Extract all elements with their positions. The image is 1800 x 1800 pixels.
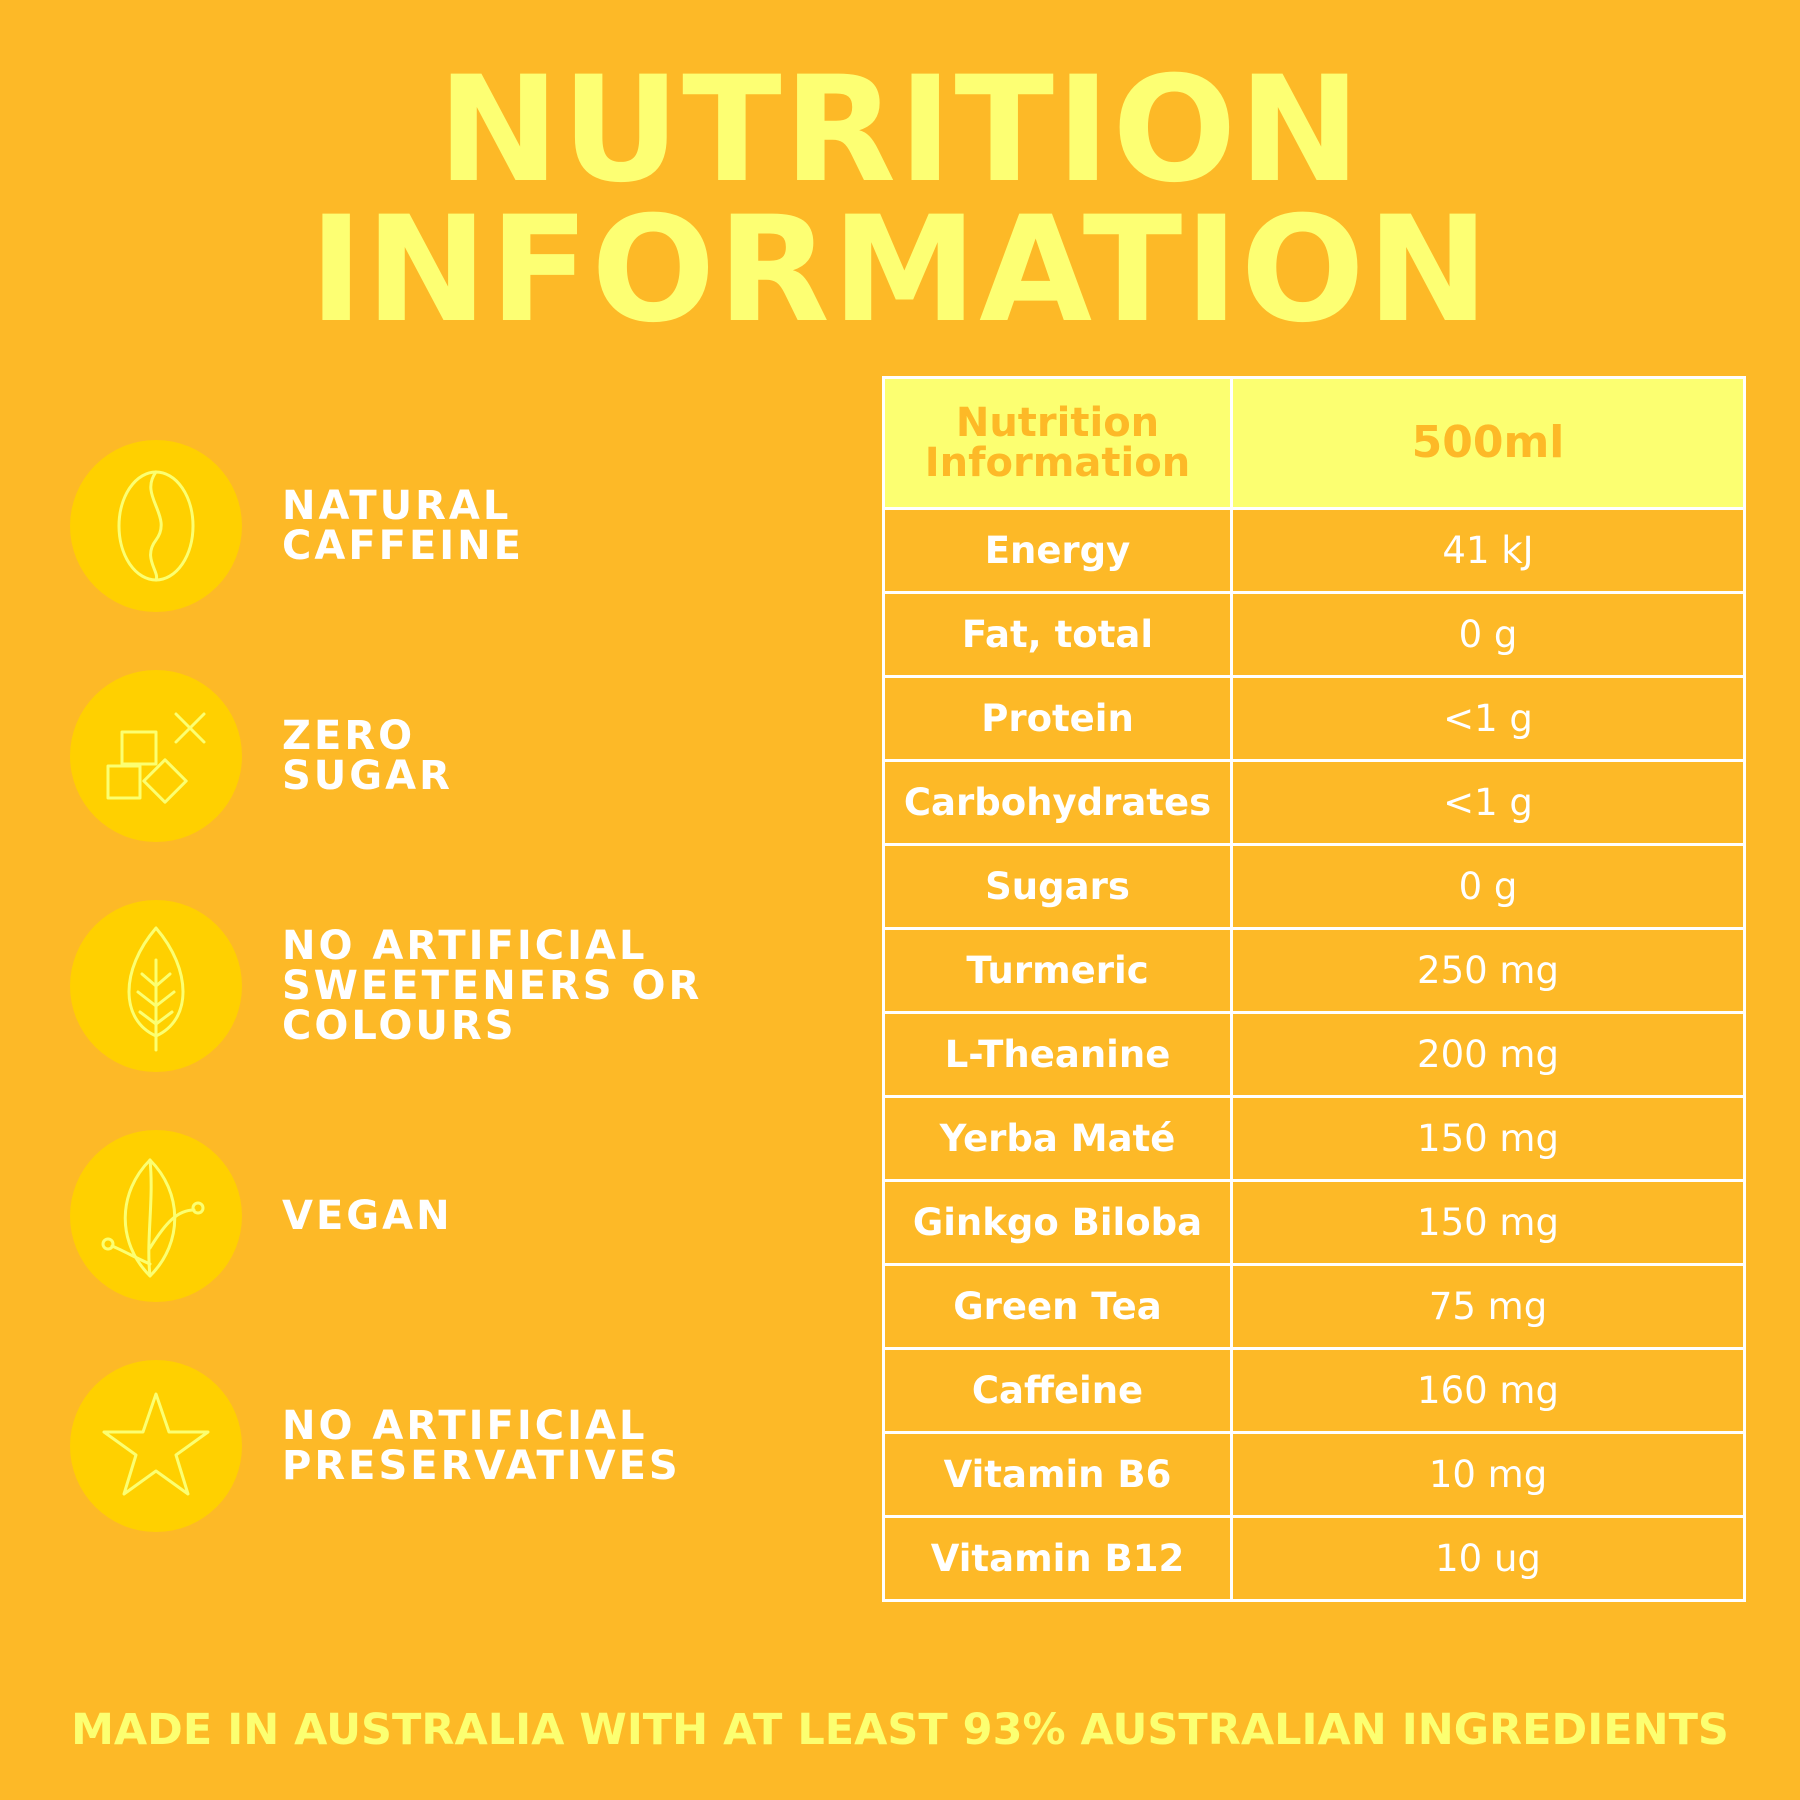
vegan-leaf-icon xyxy=(70,1130,242,1302)
table-row: Energy 41 kJ xyxy=(882,507,1746,594)
feature-vegan: VEGAN xyxy=(70,1130,830,1302)
nutrient-value: <1 g xyxy=(1230,759,1746,846)
table-header-row: Nutrition Information 500ml xyxy=(882,376,1746,510)
header-name: Nutrition Information xyxy=(924,400,1191,486)
nutrient-value: 200 mg xyxy=(1230,1011,1746,1098)
table-row: Vitamin B12 10 ug xyxy=(882,1515,1746,1602)
table-row: L-Theanine 200 mg xyxy=(882,1011,1746,1098)
star-icon xyxy=(70,1360,242,1532)
feature-no-artificial-sweeteners: NO ARTIFICIAL SWEETENERS OR COLOURS xyxy=(70,900,830,1072)
nutrient-name: Vitamin B12 xyxy=(882,1515,1233,1602)
feature-label: VEGAN xyxy=(282,1193,453,1239)
table-row: Carbohydrates <1 g xyxy=(882,759,1746,846)
nutrient-value: 41 kJ xyxy=(1230,507,1746,594)
nutrient-name: Yerba Maté xyxy=(882,1095,1233,1182)
feature-natural-caffeine: NATURAL CAFFEINE xyxy=(70,440,830,612)
nutrient-name: Turmeric xyxy=(882,927,1233,1014)
nutrient-value: 0 g xyxy=(1230,591,1746,678)
header-value-cell: 500ml xyxy=(1230,376,1746,510)
nutrient-value: 150 mg xyxy=(1230,1095,1746,1182)
nutrient-name: Protein xyxy=(882,675,1233,762)
nutrient-name: L-Theanine xyxy=(882,1011,1233,1098)
title-line-2: INFORMATION xyxy=(309,185,1491,355)
nutrient-name: Green Tea xyxy=(882,1263,1233,1350)
leaf-icon xyxy=(70,900,242,1072)
feature-zero-sugar: ZERO SUGAR xyxy=(70,670,830,842)
nutrient-value: 0 g xyxy=(1230,843,1746,930)
table-row: Turmeric 250 mg xyxy=(882,927,1746,1014)
table-row: Vitamin B6 10 mg xyxy=(882,1431,1746,1518)
nutrient-name: Ginkgo Biloba xyxy=(882,1179,1233,1266)
feature-label: NO ARTIFICIAL SWEETENERS OR COLOURS xyxy=(282,923,703,1049)
nutrient-name: Energy xyxy=(882,507,1233,594)
table-row: Ginkgo Biloba 150 mg xyxy=(882,1179,1746,1266)
nutrient-value: 10 ug xyxy=(1230,1515,1746,1602)
nutrient-value: <1 g xyxy=(1230,675,1746,762)
table-row: Caffeine 160 mg xyxy=(882,1347,1746,1434)
nutrient-value: 150 mg xyxy=(1230,1179,1746,1266)
nutrient-name: Caffeine xyxy=(882,1347,1233,1434)
header-name-cell: Nutrition Information xyxy=(882,376,1233,510)
header-value: 500ml xyxy=(1411,417,1565,468)
footer-tagline: MADE IN AUSTRALIA WITH AT LEAST 93% AUST… xyxy=(71,1705,1729,1755)
nutrient-name: Fat, total xyxy=(882,591,1233,678)
feature-label: NATURAL CAFFEINE xyxy=(282,483,524,569)
title-line-1: NUTRITION xyxy=(437,45,1363,215)
table-row: Sugars 0 g xyxy=(882,843,1746,930)
sugar-cubes-icon xyxy=(70,670,242,842)
page-title: NUTRITION INFORMATION xyxy=(0,45,1800,355)
feature-no-artificial-preservatives: NO ARTIFICIAL PRESERVATIVES xyxy=(70,1360,830,1532)
feature-label: NO ARTIFICIAL PRESERVATIVES xyxy=(282,1403,681,1489)
nutrient-value: 160 mg xyxy=(1230,1347,1746,1434)
table-row: Fat, total 0 g xyxy=(882,591,1746,678)
nutrient-name: Sugars xyxy=(882,843,1233,930)
feature-label: ZERO SUGAR xyxy=(282,713,453,799)
coffee-bean-icon xyxy=(70,440,242,612)
nutrient-value: 75 mg xyxy=(1230,1263,1746,1350)
nutrient-name: Vitamin B6 xyxy=(882,1431,1233,1518)
table-row: Green Tea 75 mg xyxy=(882,1263,1746,1350)
nutrient-value: 10 mg xyxy=(1230,1431,1746,1518)
nutrient-value: 250 mg xyxy=(1230,927,1746,1014)
table-row: Protein <1 g xyxy=(882,675,1746,762)
nutrition-table: Nutrition Information 500ml Energy 41 kJ … xyxy=(882,376,1746,1602)
table-row: Yerba Maté 150 mg xyxy=(882,1095,1746,1182)
nutrient-name: Carbohydrates xyxy=(882,759,1233,846)
